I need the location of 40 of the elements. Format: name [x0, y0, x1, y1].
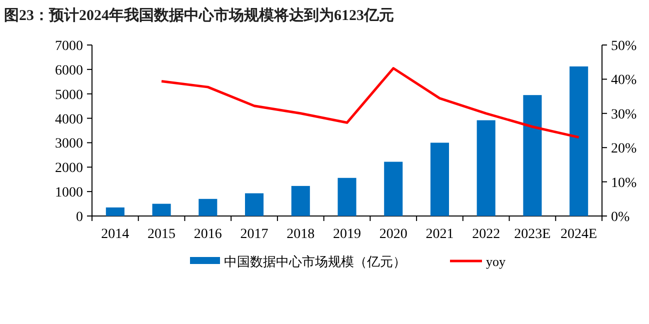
x-tick-label: 2020: [379, 227, 408, 242]
x-tick-label: 2021: [426, 227, 454, 242]
chart-title: 图23：预计2024年我国数据中心市场规模将达到为6123亿元: [4, 6, 394, 24]
y2-tick-label: 0%: [611, 210, 630, 225]
bar: [106, 207, 124, 216]
x-tick-label: 2018: [286, 227, 315, 242]
y-tick-label: 2000: [55, 161, 83, 176]
bar: [384, 162, 403, 216]
bar: [430, 142, 449, 216]
y-tick-label: 7000: [55, 39, 83, 54]
bar: [198, 198, 218, 216]
x-tick-label: 2017: [240, 227, 268, 242]
y-tick-label: 6000: [55, 63, 83, 78]
bar: [291, 186, 310, 216]
x-tick-label: 2014: [101, 227, 130, 242]
y2-tick-label: 10%: [611, 176, 637, 191]
x-tick-label: 2023E: [514, 227, 551, 242]
bar: [152, 204, 171, 216]
y-tick-label: 4000: [55, 112, 83, 128]
line-series: [160, 67, 580, 139]
x-tick-label: 2019: [333, 227, 361, 242]
y2-tick-label: 40%: [611, 73, 637, 88]
x-tick-label: 2024E: [560, 227, 598, 242]
bar: [476, 120, 496, 216]
y-tick-label: 5000: [55, 88, 83, 103]
x-tick-label: 2015: [148, 227, 176, 242]
bar: [245, 193, 264, 216]
bar: [570, 66, 588, 216]
y2-tick-label: 30%: [611, 107, 637, 122]
y-tick-label: 1000: [55, 186, 83, 201]
legend-label: yoy: [486, 254, 506, 269]
legend-label: 中国数据中心市场规模（亿元）: [224, 254, 406, 269]
bar: [338, 178, 356, 216]
x-tick-label: 2022: [472, 227, 500, 242]
bar: [523, 95, 542, 216]
y-tick-label: 0: [76, 210, 83, 225]
x-tick-label: 2016: [194, 227, 222, 242]
y-tick-label: 3000: [55, 136, 83, 152]
y2-tick-label: 20%: [611, 142, 637, 157]
y2-tick-label: 50%: [611, 39, 637, 54]
